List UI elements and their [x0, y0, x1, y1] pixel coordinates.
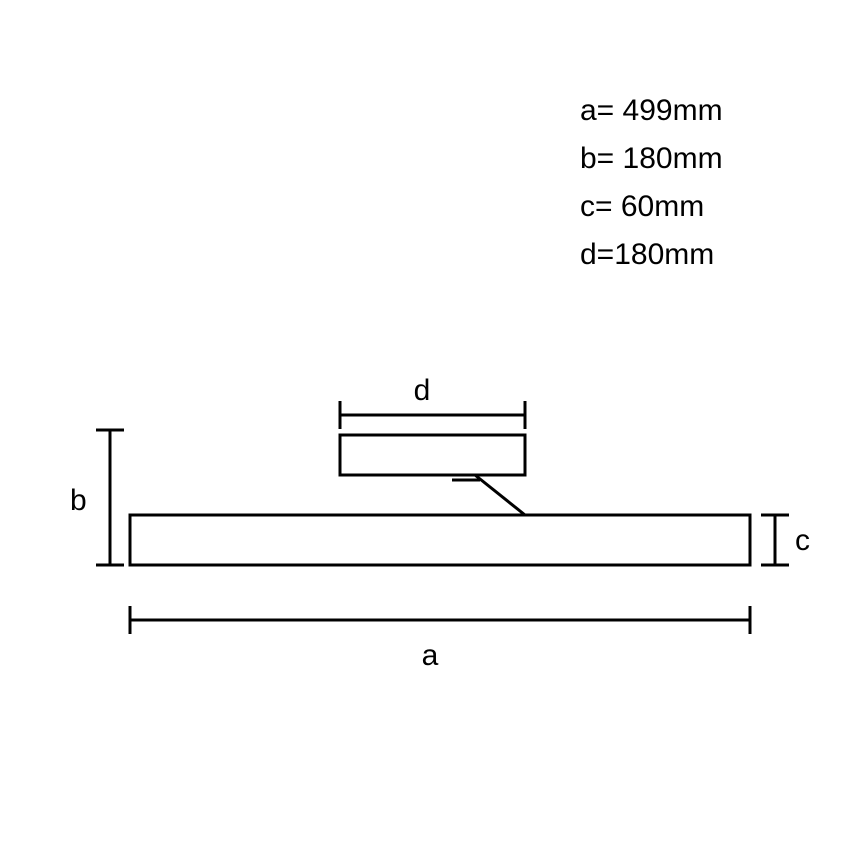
legend-c: c= 60mm: [580, 190, 704, 223]
legend-d: d=180mm: [580, 238, 714, 271]
dim-c-label: c: [795, 524, 810, 557]
dim-a: a: [130, 606, 750, 672]
dim-d: d: [340, 374, 525, 429]
dim-b: b: [70, 430, 124, 565]
connector-line: [475, 475, 525, 515]
dim-a-label: a: [422, 639, 439, 672]
dim-c: c: [761, 515, 810, 565]
legend-a: a= 499mm: [580, 94, 723, 127]
dim-d-label: d: [414, 374, 431, 407]
legend-b: b= 180mm: [580, 142, 723, 175]
dim-b-label: b: [70, 484, 87, 517]
main-bar: [130, 515, 750, 565]
top-box: [340, 435, 525, 475]
